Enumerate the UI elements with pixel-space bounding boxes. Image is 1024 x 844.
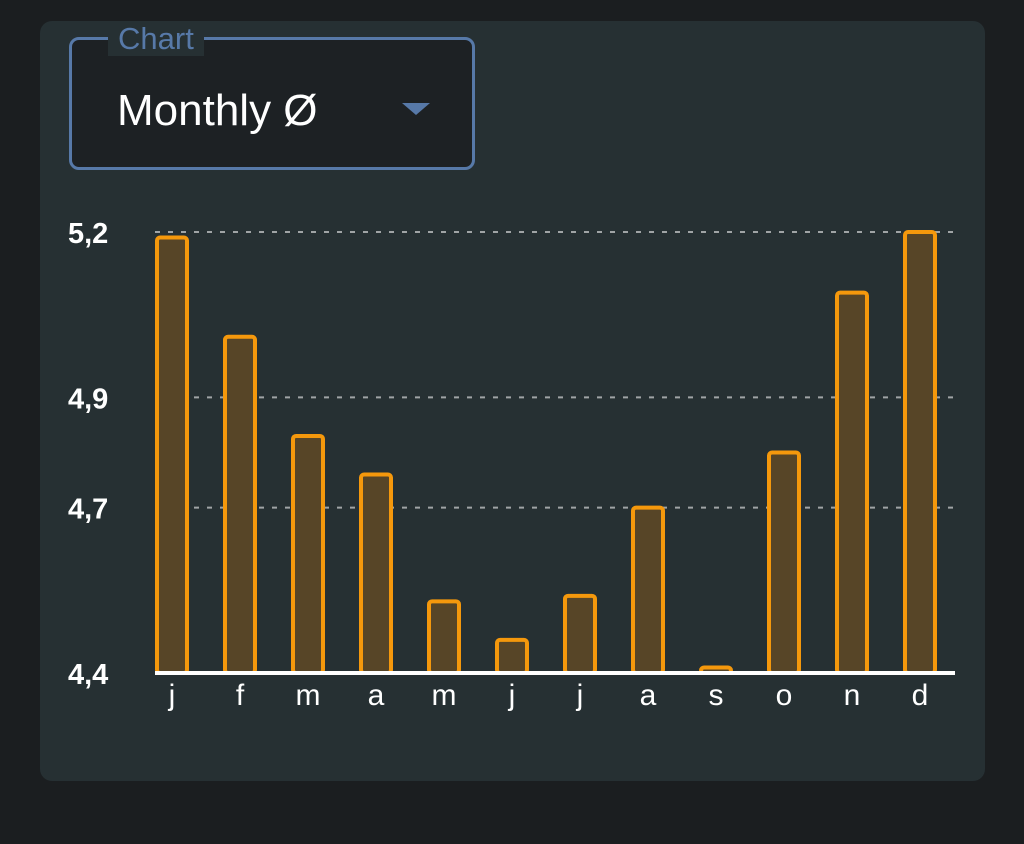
bar [495,637,529,675]
x-tick-label: n [844,679,861,712]
x-tick-label: m [296,679,321,712]
x-tick-label: d [912,679,929,712]
x-tick-label: a [368,679,385,712]
bar [563,593,597,676]
bar [223,334,257,675]
chart-select-value: Monthly Ø [117,86,318,135]
chart-select-label: Chart [108,22,204,56]
x-tick-label: f [236,679,245,712]
x-tick-label: j [168,679,176,712]
bar [631,505,665,675]
x-tick-label: o [776,679,793,712]
bar [291,433,325,675]
y-tick-label: 5,2 [68,218,108,250]
bar [767,450,801,675]
y-tick-label: 4,4 [68,659,108,691]
y-tick-label: 4,7 [68,494,108,526]
bar [835,290,869,675]
x-tick-label: j [508,679,516,712]
y-tick-label: 4,9 [68,383,108,415]
x-tick-label: a [640,679,657,712]
x-tick-label: j [576,679,584,712]
x-tick-label: s [709,679,724,712]
bar [903,230,937,675]
bar [155,235,189,675]
chevron-down-icon[interactable] [402,103,430,115]
bar [359,472,393,675]
bar [427,599,461,676]
chart-type-select[interactable]: Chart Monthly Ø [69,22,475,170]
x-tick-label: m [432,679,457,712]
